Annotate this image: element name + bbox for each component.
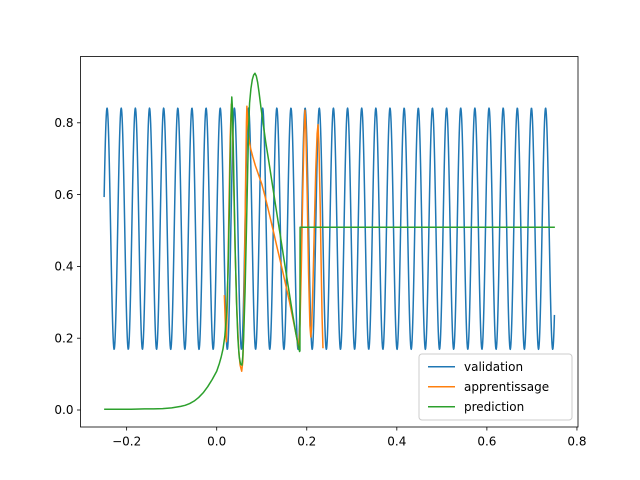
axes-spines [80, 56, 579, 428]
legend: validation apprentissage prediction [418, 353, 573, 421]
series-validation-line [103, 107, 556, 351]
y-axis: 0.0 0.2 0.4 0.6 0.8 [54, 116, 81, 417]
x-tick-label: 0.2 [297, 435, 316, 449]
x-tick-label: 0.0 [207, 435, 226, 449]
y-tick-label: 0.6 [54, 188, 73, 202]
y-tick-label: 0.4 [54, 260, 73, 274]
legend-label-apprentissage: apprentissage [464, 380, 549, 394]
series-group [103, 72, 556, 411]
x-tick-label: 0.8 [567, 435, 586, 449]
legend-label-prediction: prediction [464, 400, 524, 414]
x-axis: −0.2 0.0 0.2 0.4 0.6 0.8 [112, 427, 586, 449]
series-prediction-line [104, 72, 555, 411]
y-tick-label: 0.8 [54, 116, 73, 130]
x-tick-label: 0.6 [477, 435, 496, 449]
legend-box [418, 353, 573, 421]
x-tick-label: −0.2 [112, 435, 141, 449]
legend-label-validation: validation [464, 360, 523, 374]
y-tick-label: 0.2 [54, 331, 73, 345]
y-tick-label: 0.0 [54, 403, 73, 417]
x-tick-label: 0.4 [387, 435, 406, 449]
